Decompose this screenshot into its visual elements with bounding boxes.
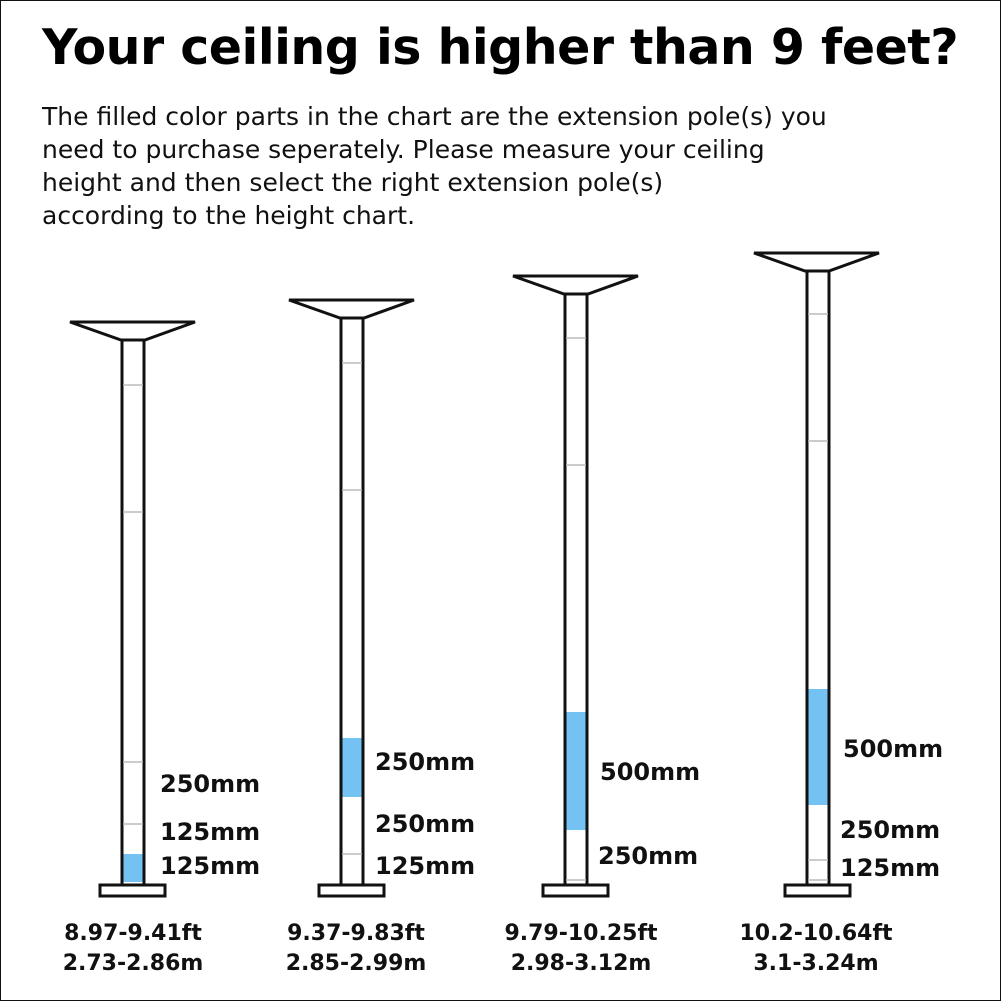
description-text: The filled color parts in the chart are …: [42, 102, 827, 230]
pole-1-height-m: 2.73-2.86m: [63, 951, 204, 976]
pole-2-segment-label-1: 250mm: [375, 748, 475, 776]
pole-2-base-plate: [317, 883, 386, 898]
pole-2-height-m: 2.85-2.99m: [286, 951, 427, 976]
pole-2-segment-label-3: 125mm: [375, 852, 475, 880]
pole-3-ceiling-plate: [512, 274, 639, 296]
pole-1-base-plate: [98, 883, 167, 898]
pole-1-shaft: [120, 338, 146, 887]
pole-1-extension-fill: [123, 854, 143, 882]
pole-2-ceiling-plate: [288, 298, 415, 320]
pole-4-joint-marks: [808, 313, 828, 881]
pole-3-joint-marks: [566, 337, 586, 881]
pole-2-shaft: [339, 316, 365, 887]
pole-1-segment-label-1: 250mm: [160, 770, 260, 798]
pole-2-height-ft: 9.37-9.83ft: [287, 921, 425, 946]
pole-3-extension-fill: [566, 712, 586, 830]
pole-3: 500mm 250mm 9.79-10.25ft 2.98-3.12m: [504, 274, 700, 976]
pole-4-extension-fill: [808, 689, 828, 805]
pole-2-extension-fill: [342, 738, 362, 797]
pole-4-ceiling-plate: [753, 251, 880, 273]
pole-3-segment-label-1: 500mm: [600, 758, 700, 786]
pole-1-joint-marks: [123, 384, 143, 825]
pole-4-segment-label-2: 250mm: [840, 816, 940, 844]
pole-3-base-plate: [541, 883, 610, 898]
pole-2: 250mm 250mm 125mm 9.37-9.83ft 2.85-2.99m: [286, 298, 475, 976]
pole-1: 250mm 125mm 125mm 8.97-9.41ft 2.73-2.86m: [63, 320, 260, 976]
pole-4-segment-label-1: 500mm: [843, 735, 943, 763]
pole-4-height-m: 3.1-3.24m: [753, 951, 878, 976]
pole-4-height-ft: 10.2-10.64ft: [739, 921, 893, 946]
pole-4-segment-label-3: 125mm: [840, 854, 940, 882]
pole-3-height-ft: 9.79-10.25ft: [504, 921, 658, 946]
pole-1-segment-label-2: 125mm: [160, 818, 260, 846]
page-title: Your ceiling is higher than 9 feet?: [42, 19, 959, 76]
pole-4-base-plate: [783, 883, 852, 898]
pole-1-height-ft: 8.97-9.41ft: [64, 921, 202, 946]
pole-2-joint-marks: [342, 362, 362, 855]
pole-1-ceiling-plate: [69, 320, 196, 342]
pole-2-segment-label-2: 250mm: [375, 810, 475, 838]
pole-3-height-m: 2.98-3.12m: [511, 951, 652, 976]
pole-1-segment-label-3: 125mm: [160, 852, 260, 880]
pole-4: 500mm 250mm 125mm 10.2-10.64ft 3.1-3.24m: [739, 251, 943, 976]
pole-3-segment-label-2: 250mm: [598, 842, 698, 870]
